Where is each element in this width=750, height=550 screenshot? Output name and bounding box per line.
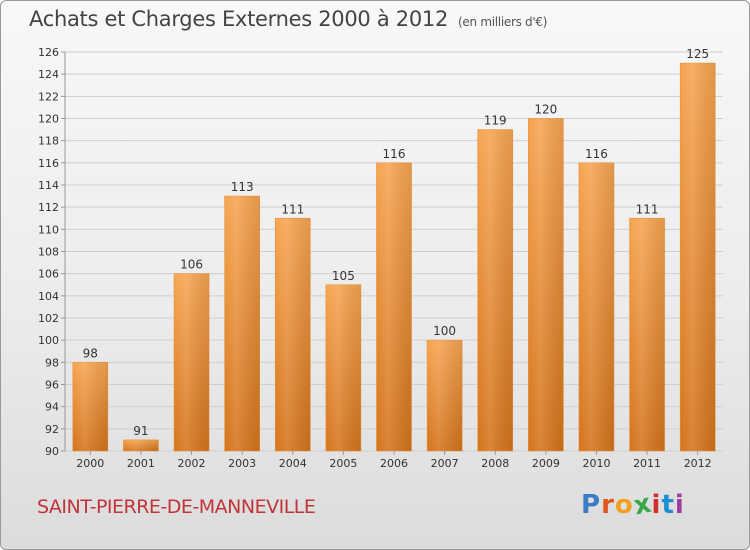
- data-label: 106: [180, 258, 203, 272]
- city-name: SAINT-PIERRE-DE-MANNEVILLE: [37, 496, 316, 518]
- logo-letter: o: [614, 490, 634, 520]
- y-tick-label: 100: [38, 334, 59, 347]
- data-label: 111: [636, 202, 659, 216]
- logo-letter: i: [651, 490, 662, 520]
- data-label: 116: [383, 147, 406, 161]
- data-label: 91: [133, 424, 148, 438]
- y-tick-label: 112: [38, 201, 59, 214]
- data-label: 111: [281, 202, 304, 216]
- y-tick-label: 104: [38, 290, 59, 303]
- bar-sheen: [376, 162, 412, 452]
- data-label: 113: [231, 180, 254, 194]
- proxiti-logo[interactable]: Proxiti: [581, 488, 685, 521]
- chart-subtitle: (en milliers d'€): [458, 15, 548, 29]
- data-label: 100: [433, 324, 456, 338]
- x-axis-labels: 2000 2001 2002 2003 2004 2005 2006 2007 2008 2009…: [76, 451, 712, 470]
- data-label: 98: [83, 346, 98, 360]
- y-tick-label: 122: [38, 90, 59, 103]
- x-tick-label: 2011: [633, 457, 661, 470]
- x-tick-label: 2005: [329, 457, 357, 470]
- bar-sheen: [275, 218, 311, 451]
- x-tick-label: 2009: [532, 457, 560, 470]
- bar-sheen: [680, 63, 716, 451]
- y-tick-label: 102: [38, 312, 59, 325]
- y-tick-label: 118: [38, 135, 59, 148]
- bar-sheen: [528, 118, 564, 451]
- logo-letter: i: [674, 490, 685, 520]
- x-tick-label: 2002: [178, 457, 206, 470]
- x-tick-label: 2012: [684, 457, 712, 470]
- y-tick-label: 114: [38, 179, 59, 192]
- x-tick-label: 2003: [228, 457, 256, 470]
- y-axis: 90 92 94 96 98 100 102 104 106 108 110 112 114 116 118…: [38, 46, 66, 458]
- y-tick-label: 124: [38, 68, 59, 81]
- bar-sheen: [427, 340, 463, 451]
- x-tick-label: 2001: [127, 457, 155, 470]
- y-tick-label: 120: [38, 113, 59, 126]
- x-tick-label: 2000: [76, 457, 104, 470]
- x-tick-label: 2006: [380, 457, 408, 470]
- y-tick-label: 94: [45, 401, 59, 414]
- y-tick-label: 108: [38, 246, 59, 259]
- x-tick-label: 2007: [431, 457, 459, 470]
- x-tick-label: 2008: [481, 457, 509, 470]
- y-tick-label: 98: [45, 356, 59, 369]
- bars: 98 91 106 113 111 105 116 100 119 120 116 111 125: [72, 47, 716, 452]
- bar-sheen: [72, 362, 108, 451]
- bar-sheen: [123, 439, 159, 451]
- logo-letter: P: [581, 490, 602, 520]
- bar-sheen: [224, 196, 260, 451]
- y-tick-label: 116: [38, 157, 59, 170]
- data-label: 116: [585, 147, 608, 161]
- data-label: 125: [686, 47, 709, 61]
- bar-sheen: [477, 129, 513, 452]
- bar-sheen: [174, 273, 210, 451]
- y-tick-label: 90: [45, 445, 59, 458]
- bar-sheen: [629, 218, 665, 451]
- logo-letter: r: [601, 490, 615, 520]
- chart-title: Achats et Charges Externes 2000 à 2012 (e…: [29, 7, 547, 31]
- chart-title-text: Achats et Charges Externes 2000 à 2012: [29, 7, 449, 31]
- x-tick-label: 2010: [582, 457, 610, 470]
- bar-sheen: [325, 284, 361, 451]
- y-tick-label: 106: [38, 268, 59, 281]
- bar-sheen: [578, 162, 614, 452]
- x-tick-label: 2004: [279, 457, 307, 470]
- y-tick-label: 110: [38, 223, 59, 236]
- y-tick-label: 126: [38, 46, 59, 59]
- data-label: 119: [484, 114, 507, 128]
- logo-letter: t: [661, 490, 675, 520]
- y-tick-label: 92: [45, 423, 59, 436]
- y-tick-label: 96: [45, 379, 59, 392]
- data-label: 105: [332, 269, 355, 283]
- data-label: 120: [534, 103, 557, 117]
